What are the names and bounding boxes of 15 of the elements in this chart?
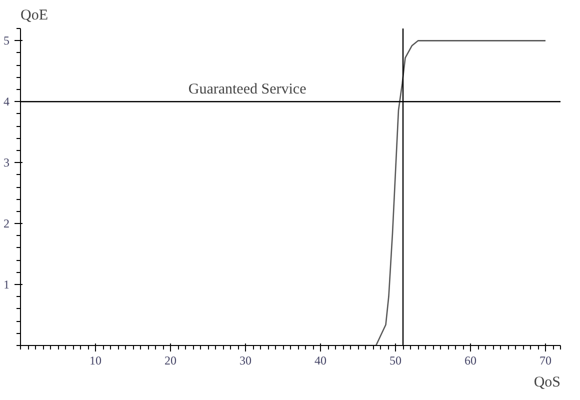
x-tick-label: 60 — [464, 354, 476, 368]
y-tick-label: 3 — [4, 156, 10, 170]
x-tick-label: 10 — [90, 354, 102, 368]
y-tick-label: 4 — [4, 94, 10, 109]
x-tick-label: 70 — [540, 354, 552, 368]
x-tick-label: 50 — [390, 354, 402, 368]
y-tick-label: 1 — [4, 278, 10, 292]
y-tick-label: 5 — [4, 34, 10, 48]
ref-line-label: Guaranteed Service — [188, 82, 307, 98]
x-tick-label: 30 — [240, 354, 252, 368]
x-tick-label: 40 — [314, 354, 326, 368]
y-tick-label: 2 — [4, 216, 10, 231]
x-tick-label: 20 — [164, 354, 176, 368]
x-axis-title: QoS — [534, 374, 561, 390]
y-axis-title: QoE — [20, 8, 48, 24]
